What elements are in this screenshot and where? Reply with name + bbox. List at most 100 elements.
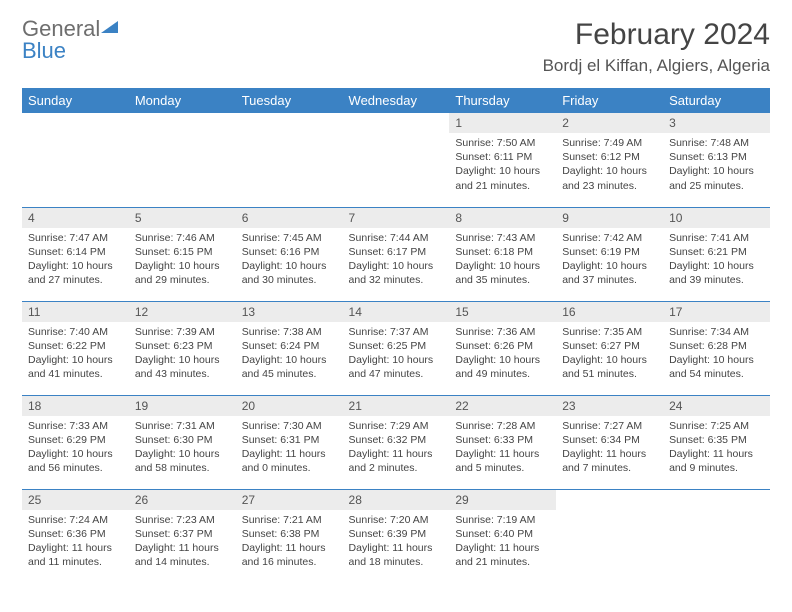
day-content: Sunrise: 7:24 AMSunset: 6:36 PMDaylight:…: [22, 510, 129, 576]
calendar-cell: 10Sunrise: 7:41 AMSunset: 6:21 PMDayligh…: [663, 207, 770, 301]
day-content: Sunrise: 7:48 AMSunset: 6:13 PMDaylight:…: [663, 133, 770, 199]
day-sunrise: Sunrise: 7:50 AM: [455, 136, 550, 150]
day-sunset: Sunset: 6:12 PM: [562, 150, 657, 164]
day-sunrise: Sunrise: 7:48 AM: [669, 136, 764, 150]
day-sunset: Sunset: 6:34 PM: [562, 433, 657, 447]
day-content: Sunrise: 7:35 AMSunset: 6:27 PMDaylight:…: [556, 322, 663, 388]
day-number: 1: [449, 113, 556, 133]
calendar-cell: 12Sunrise: 7:39 AMSunset: 6:23 PMDayligh…: [129, 301, 236, 395]
day-number: 21: [343, 396, 450, 416]
calendar-cell: 17Sunrise: 7:34 AMSunset: 6:28 PMDayligh…: [663, 301, 770, 395]
day-number: 26: [129, 490, 236, 510]
day-sunset: Sunset: 6:23 PM: [135, 339, 230, 353]
day-number: 22: [449, 396, 556, 416]
weekday-header: Friday: [556, 88, 663, 113]
calendar-cell: 20Sunrise: 7:30 AMSunset: 6:31 PMDayligh…: [236, 395, 343, 489]
day-sunrise: Sunrise: 7:31 AM: [135, 419, 230, 433]
day-sunset: Sunset: 6:32 PM: [349, 433, 444, 447]
calendar-cell: 13Sunrise: 7:38 AMSunset: 6:24 PMDayligh…: [236, 301, 343, 395]
day-sunset: Sunset: 6:29 PM: [28, 433, 123, 447]
calendar-cell: [556, 489, 663, 583]
day-content: Sunrise: 7:20 AMSunset: 6:39 PMDaylight:…: [343, 510, 450, 576]
day-daylight: Daylight: 11 hours and 2 minutes.: [349, 447, 444, 475]
calendar-cell: 18Sunrise: 7:33 AMSunset: 6:29 PMDayligh…: [22, 395, 129, 489]
day-sunrise: Sunrise: 7:35 AM: [562, 325, 657, 339]
calendar-cell: 28Sunrise: 7:20 AMSunset: 6:39 PMDayligh…: [343, 489, 450, 583]
day-sunset: Sunset: 6:21 PM: [669, 245, 764, 259]
day-daylight: Daylight: 10 hours and 58 minutes.: [135, 447, 230, 475]
calendar-cell: 15Sunrise: 7:36 AMSunset: 6:26 PMDayligh…: [449, 301, 556, 395]
day-sunrise: Sunrise: 7:28 AM: [455, 419, 550, 433]
calendar-cell: 3Sunrise: 7:48 AMSunset: 6:13 PMDaylight…: [663, 113, 770, 207]
day-number: 27: [236, 490, 343, 510]
calendar-cell: 1Sunrise: 7:50 AMSunset: 6:11 PMDaylight…: [449, 113, 556, 207]
day-sunset: Sunset: 6:37 PM: [135, 527, 230, 541]
day-daylight: Daylight: 10 hours and 25 minutes.: [669, 164, 764, 192]
logo-word2: Blue: [22, 40, 119, 62]
day-sunrise: Sunrise: 7:33 AM: [28, 419, 123, 433]
calendar-body: 1Sunrise: 7:50 AMSunset: 6:11 PMDaylight…: [22, 113, 770, 583]
day-number: 28: [343, 490, 450, 510]
calendar-cell: [663, 489, 770, 583]
day-sunset: Sunset: 6:35 PM: [669, 433, 764, 447]
day-daylight: Daylight: 10 hours and 43 minutes.: [135, 353, 230, 381]
day-sunrise: Sunrise: 7:21 AM: [242, 513, 337, 527]
day-daylight: Daylight: 11 hours and 0 minutes.: [242, 447, 337, 475]
day-number: 5: [129, 208, 236, 228]
day-sunset: Sunset: 6:26 PM: [455, 339, 550, 353]
weekday-header: Saturday: [663, 88, 770, 113]
calendar-head: SundayMondayTuesdayWednesdayThursdayFrid…: [22, 88, 770, 113]
day-sunrise: Sunrise: 7:40 AM: [28, 325, 123, 339]
day-number: 10: [663, 208, 770, 228]
day-daylight: Daylight: 10 hours and 54 minutes.: [669, 353, 764, 381]
day-number: 25: [22, 490, 129, 510]
day-number: 20: [236, 396, 343, 416]
day-content: Sunrise: 7:40 AMSunset: 6:22 PMDaylight:…: [22, 322, 129, 388]
day-content: Sunrise: 7:27 AMSunset: 6:34 PMDaylight:…: [556, 416, 663, 482]
day-daylight: Daylight: 10 hours and 41 minutes.: [28, 353, 123, 381]
day-daylight: Daylight: 11 hours and 7 minutes.: [562, 447, 657, 475]
day-content: Sunrise: 7:39 AMSunset: 6:23 PMDaylight:…: [129, 322, 236, 388]
day-daylight: Daylight: 10 hours and 21 minutes.: [455, 164, 550, 192]
day-daylight: Daylight: 11 hours and 18 minutes.: [349, 541, 444, 569]
day-content: Sunrise: 7:30 AMSunset: 6:31 PMDaylight:…: [236, 416, 343, 482]
calendar-cell: 5Sunrise: 7:46 AMSunset: 6:15 PMDaylight…: [129, 207, 236, 301]
weekday-header: Thursday: [449, 88, 556, 113]
calendar-cell: [22, 113, 129, 207]
day-content: Sunrise: 7:37 AMSunset: 6:25 PMDaylight:…: [343, 322, 450, 388]
day-daylight: Daylight: 11 hours and 21 minutes.: [455, 541, 550, 569]
day-sunset: Sunset: 6:40 PM: [455, 527, 550, 541]
day-content: Sunrise: 7:31 AMSunset: 6:30 PMDaylight:…: [129, 416, 236, 482]
day-number: 24: [663, 396, 770, 416]
day-content: Sunrise: 7:21 AMSunset: 6:38 PMDaylight:…: [236, 510, 343, 576]
day-sunset: Sunset: 6:18 PM: [455, 245, 550, 259]
day-content: Sunrise: 7:49 AMSunset: 6:12 PMDaylight:…: [556, 133, 663, 199]
day-content: Sunrise: 7:44 AMSunset: 6:17 PMDaylight:…: [343, 228, 450, 294]
weekday-header: Wednesday: [343, 88, 450, 113]
day-sunrise: Sunrise: 7:49 AM: [562, 136, 657, 150]
calendar-cell: 26Sunrise: 7:23 AMSunset: 6:37 PMDayligh…: [129, 489, 236, 583]
day-daylight: Daylight: 10 hours and 27 minutes.: [28, 259, 123, 287]
header: General Blue February 2024 Bordj el Kiff…: [22, 18, 770, 76]
day-content: Sunrise: 7:38 AMSunset: 6:24 PMDaylight:…: [236, 322, 343, 388]
day-number: 4: [22, 208, 129, 228]
calendar-cell: 16Sunrise: 7:35 AMSunset: 6:27 PMDayligh…: [556, 301, 663, 395]
weekday-header: Sunday: [22, 88, 129, 113]
day-sunrise: Sunrise: 7:27 AM: [562, 419, 657, 433]
logo-triangle-icon: [101, 20, 119, 34]
day-content: Sunrise: 7:28 AMSunset: 6:33 PMDaylight:…: [449, 416, 556, 482]
day-number: 6: [236, 208, 343, 228]
calendar-cell: 11Sunrise: 7:40 AMSunset: 6:22 PMDayligh…: [22, 301, 129, 395]
calendar-cell: 14Sunrise: 7:37 AMSunset: 6:25 PMDayligh…: [343, 301, 450, 395]
day-number: 11: [22, 302, 129, 322]
day-sunrise: Sunrise: 7:44 AM: [349, 231, 444, 245]
day-sunset: Sunset: 6:15 PM: [135, 245, 230, 259]
day-sunset: Sunset: 6:19 PM: [562, 245, 657, 259]
day-sunrise: Sunrise: 7:37 AM: [349, 325, 444, 339]
calendar-cell: 2Sunrise: 7:49 AMSunset: 6:12 PMDaylight…: [556, 113, 663, 207]
day-daylight: Daylight: 10 hours and 23 minutes.: [562, 164, 657, 192]
day-sunset: Sunset: 6:36 PM: [28, 527, 123, 541]
day-sunset: Sunset: 6:27 PM: [562, 339, 657, 353]
day-content: Sunrise: 7:36 AMSunset: 6:26 PMDaylight:…: [449, 322, 556, 388]
month-title: February 2024: [543, 18, 770, 52]
